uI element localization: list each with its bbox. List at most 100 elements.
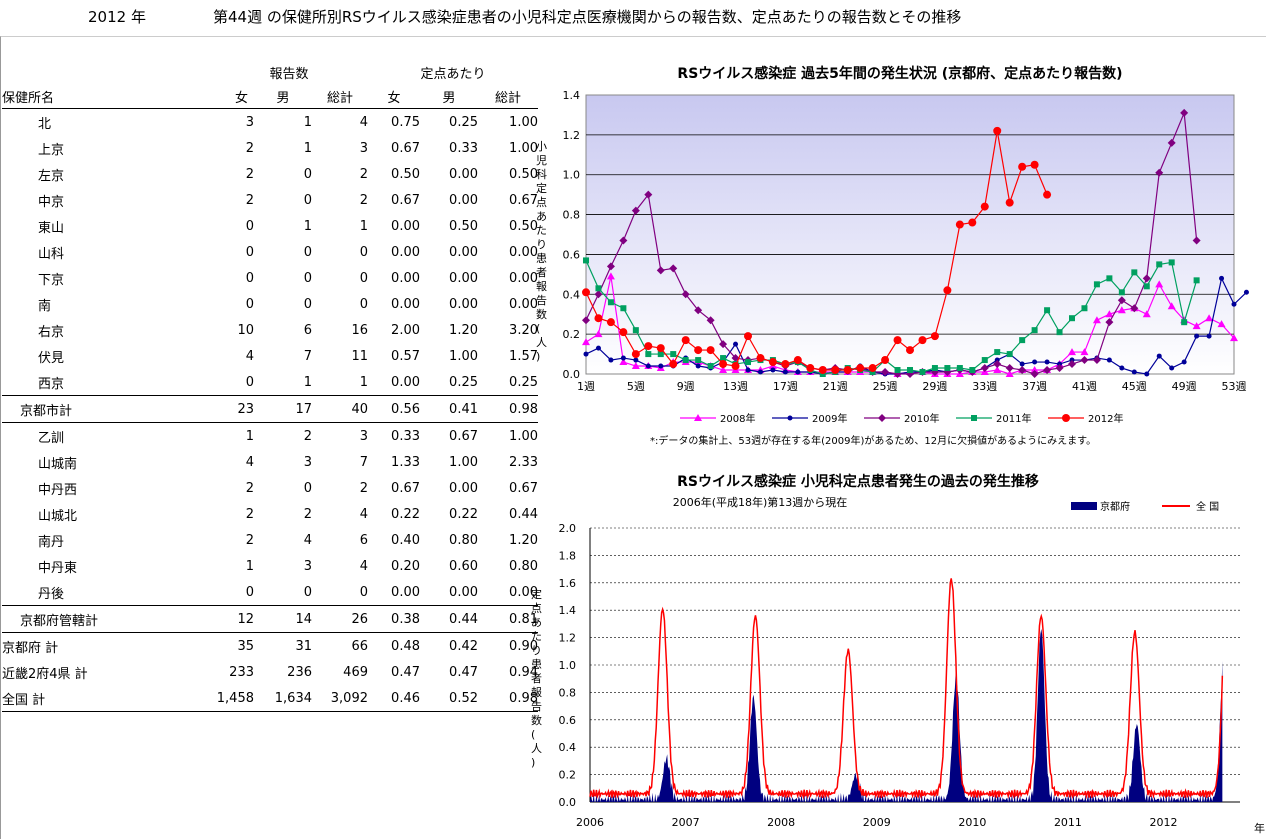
chart1-point xyxy=(731,362,740,371)
chart1-point xyxy=(1056,329,1063,336)
row-cell: 1 xyxy=(303,114,312,130)
year-label: 2012 年 xyxy=(88,8,146,26)
row-cell: 0.00 xyxy=(449,244,478,260)
chart1-point xyxy=(770,367,776,373)
row-cell: 2.00 xyxy=(391,322,420,338)
row-cell: 0.00 xyxy=(449,192,478,208)
chart1-ytick: 0.4 xyxy=(563,288,581,301)
row-cell: 0.50 xyxy=(509,166,538,182)
table-group-header: 報告数 定点あたり xyxy=(2,60,538,84)
row-name: 下京 xyxy=(38,272,65,288)
chart1-point xyxy=(1092,316,1101,324)
row-cell: 1.20 xyxy=(449,322,478,338)
row-name: 左京 xyxy=(38,168,65,184)
chart2-xtick: 2012 xyxy=(1150,816,1178,829)
chart1-ytick: 1.4 xyxy=(563,89,581,102)
row-cell: 7 xyxy=(303,348,312,364)
chart1-note: *:データの集計上、53週が存在する年(2009年)があるため、12月に欠損値が… xyxy=(650,434,1096,447)
row-cell: 6 xyxy=(303,322,312,338)
row-name: 中丹西 xyxy=(38,482,78,498)
row-cell: 0 xyxy=(359,296,368,312)
chart1-point xyxy=(981,357,988,364)
row-cell: 3.20 xyxy=(509,322,538,338)
row-name: 乙訓 xyxy=(38,430,65,446)
chart1-xtick: 5週 xyxy=(627,380,645,393)
chart1-ylabel: 小児科定点あたり患者報告数(人) xyxy=(536,140,547,363)
chart1-xtick: 37週 xyxy=(1022,380,1047,393)
row-cell: 1 xyxy=(245,428,254,444)
col-header-total-rate: 総計 xyxy=(478,84,538,109)
row-cell: 0 xyxy=(303,480,312,496)
chart1-point xyxy=(682,357,689,364)
row-cell: 0.00 xyxy=(509,296,538,312)
row-cell: 0.00 xyxy=(449,166,478,182)
chart1-point xyxy=(1192,236,1201,245)
chart1-point xyxy=(1131,369,1137,375)
report-table: 報告数 定点あたり 保健所名 女 男 総計 女 男 総計 北 3 1 4 0.75 0.2… xyxy=(2,60,538,712)
table-row: 全国 計 1,458 1,634 3,092 0.46 0.52 0.98 xyxy=(2,685,538,712)
chart1-point xyxy=(645,363,651,369)
chart1-point xyxy=(620,305,627,312)
chart1-point xyxy=(1143,283,1150,290)
chart1-point xyxy=(695,357,702,364)
chart1-point xyxy=(1169,365,1175,371)
chart1-point xyxy=(583,351,589,357)
row-cell: 0.75 xyxy=(391,114,420,130)
row-cell: 0.94 xyxy=(509,664,538,680)
chart1-point xyxy=(980,202,989,211)
table-row: 東山 0 1 1 0.00 0.50 0.50 xyxy=(2,213,538,239)
chart1-xtick: 21週 xyxy=(823,380,848,393)
chart2-legend-swatch xyxy=(1071,502,1097,510)
chart1-point xyxy=(831,366,840,375)
row-cell: 0.00 xyxy=(509,244,538,260)
row-cell: 0.38 xyxy=(368,605,420,633)
row-cell: 0.20 xyxy=(391,558,420,574)
chart1-point xyxy=(1243,289,1249,295)
chart1-point xyxy=(681,336,690,345)
chart1-point xyxy=(971,415,977,421)
chart1-point xyxy=(757,369,763,375)
row-cell: 0.00 xyxy=(449,480,478,496)
chart1-point xyxy=(607,299,614,306)
row-cell: 2 xyxy=(359,166,368,182)
row-cell: 0.67 xyxy=(509,192,538,208)
chart1-point xyxy=(1019,337,1026,344)
row-cell: 26 xyxy=(312,605,368,633)
chart1-point xyxy=(669,264,678,273)
row-cell: 0.00 xyxy=(509,584,538,600)
table-row: 近畿2府4県 計 233 236 469 0.47 0.47 0.94 xyxy=(2,659,538,685)
chart1-point xyxy=(670,351,677,358)
row-cell: 1.00 xyxy=(509,140,538,156)
row-cell: 0.50 xyxy=(449,218,478,234)
chart1-ytick: 0.0 xyxy=(563,368,581,381)
row-cell: 1.00 xyxy=(449,348,478,364)
chart1-point xyxy=(1167,138,1176,147)
row-cell: 3 xyxy=(303,454,312,470)
row-cell: 0.00 xyxy=(391,296,420,312)
row-cell: 0.67 xyxy=(391,192,420,208)
table-row: 西京 0 1 1 0.00 0.25 0.25 xyxy=(2,369,538,396)
chart1-point xyxy=(818,366,827,375)
chart1-point xyxy=(1155,168,1164,177)
row-cell: 0.67 xyxy=(449,428,478,444)
row-cell: 0.25 xyxy=(449,374,478,390)
chart1-point xyxy=(907,367,913,374)
chart1-point xyxy=(1005,364,1014,373)
row-cell: 2 xyxy=(245,506,254,522)
row-cell: 0.67 xyxy=(391,480,420,496)
chart1-point xyxy=(944,365,951,372)
chart1-point xyxy=(656,266,665,275)
chart1-point xyxy=(955,220,964,229)
row-name: 京都市計 xyxy=(2,395,210,423)
chart1-point xyxy=(1081,305,1088,312)
chart1-point xyxy=(1044,307,1051,314)
chart1-point xyxy=(1118,289,1125,296)
chart1-point xyxy=(919,369,926,376)
row-name: 山科 xyxy=(38,246,65,262)
chart1-point xyxy=(1230,334,1238,342)
row-cell: 0.25 xyxy=(509,374,538,390)
row-cell: 0.00 xyxy=(509,270,538,286)
row-name: 山城南 xyxy=(38,456,78,472)
row-name: 右京 xyxy=(38,324,65,340)
chart1-point xyxy=(745,359,751,366)
